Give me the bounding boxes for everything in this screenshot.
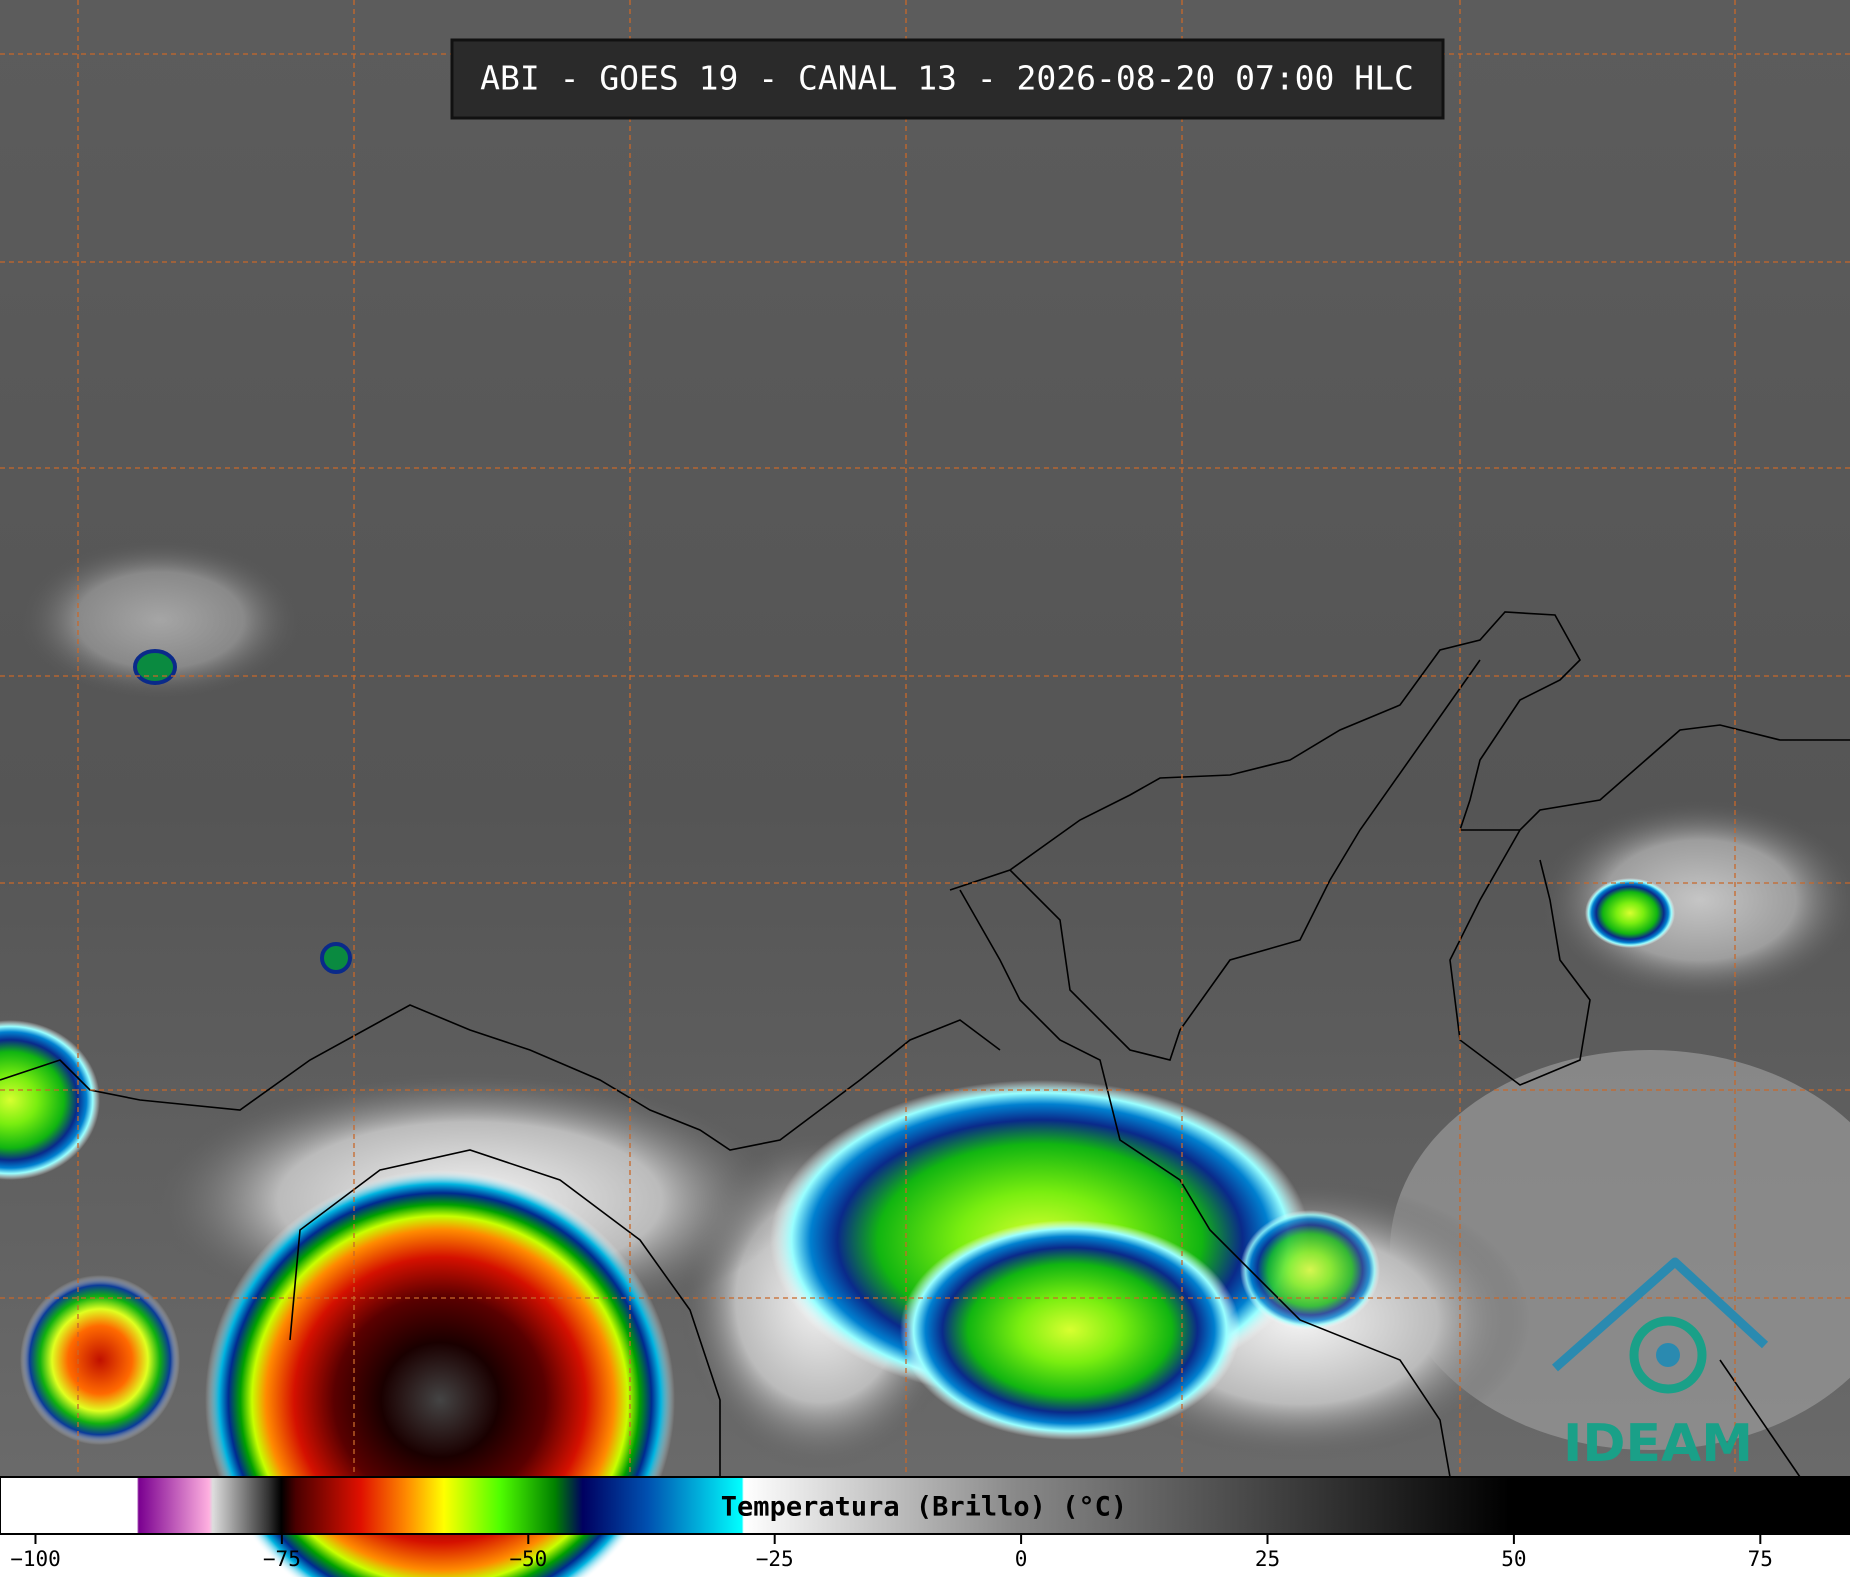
storm [205,1170,675,1577]
logo-roof [1552,1257,1769,1372]
title-background [450,38,1445,120]
graticule [0,0,1850,1477]
tick-label: −75 [263,1547,301,1571]
coastlines [0,611,1850,1478]
cloud [1540,800,1850,1000]
tick-label: 50 [1501,1547,1526,1571]
storm [133,649,177,685]
storm [1240,1210,1380,1330]
tick-label: 75 [1748,1547,1773,1571]
logo-eye [1629,1316,1707,1394]
storm [0,1020,100,1180]
logo-pupil [1656,1343,1680,1367]
storm [1585,878,1675,948]
tick-label: −100 [10,1547,61,1571]
logo-text: IDEAM [1563,1414,1753,1474]
colorbar-ramp [0,1476,1850,1535]
tick-label: 0 [1015,1547,1028,1571]
tick-label: −25 [756,1547,794,1571]
storm [900,1220,1240,1440]
storm [320,942,352,974]
tick-label: 25 [1255,1547,1280,1571]
colorbar: Temperatura (Brillo) (°C) [0,1476,1850,1535]
title-box: ABI - GOES 19 - CANAL 13 - 2026-08-20 07… [450,38,1445,120]
cloud [20,540,300,700]
logo: IDEAM [1552,1257,1769,1474]
storm [20,1275,180,1445]
colorbar-label: Temperatura (Brillo) (°C) [721,1492,1127,1523]
title: ABI - GOES 19 - CANAL 13 - 2026-08-20 07… [480,59,1414,98]
tick-label: −50 [509,1547,547,1571]
